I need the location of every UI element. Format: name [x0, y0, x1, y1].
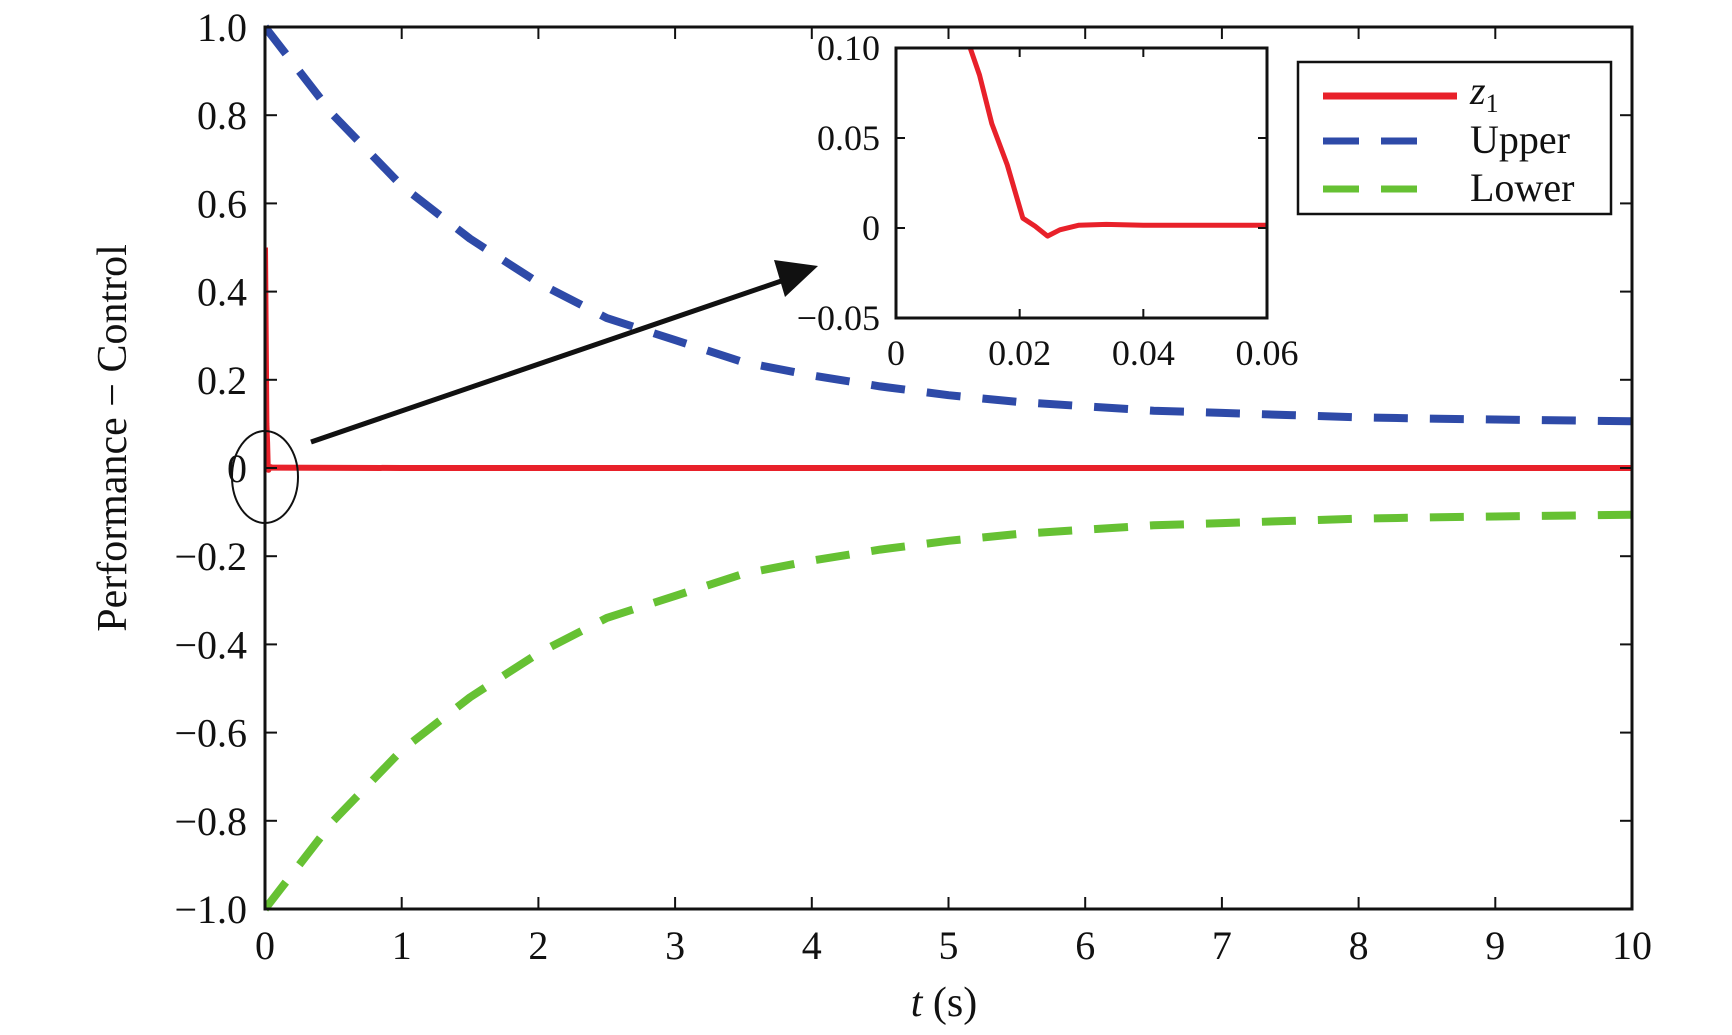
main-ticks-group: 0 1 2 3 4 5 6 7 8 9 10 1.0 0.8 0.6 0.4 0.2 0 −0.2 −0.4 −0.6…	[174, 5, 1652, 968]
legend-label-z1: z1	[1469, 68, 1499, 118]
series-line-upper	[265, 24, 1632, 426]
zoom-arrowhead	[774, 260, 818, 297]
y-tick-label: 0.6	[197, 181, 247, 226]
y-tick-label: −0.4	[174, 622, 247, 667]
x-tick-label: 3	[665, 923, 685, 968]
y-axis-title: Performance − Control	[90, 244, 136, 632]
x-tick-label: 0	[255, 923, 275, 968]
inset-series-line-z1	[967, 48, 1267, 239]
inset-y-tick-label: 0	[862, 208, 880, 248]
inset-x-tick-label: 0.04	[1112, 333, 1175, 373]
y-tick-label: 1.0	[197, 5, 247, 50]
inset-x-tick-label: 0.02	[988, 333, 1051, 373]
inset-x-tick-label: 0	[887, 333, 905, 373]
x-tick-label: 4	[802, 923, 822, 968]
zoom-arrow-shaft	[310, 275, 791, 445]
legend: z1 Upper Lower	[1296, 60, 1613, 216]
x-tick-label: 10	[1612, 923, 1652, 968]
x-axis-title-var: t	[911, 980, 924, 1026]
x-tick-label: 7	[1212, 923, 1232, 968]
x-tick-label: 5	[939, 923, 959, 968]
x-axis-title: t (s)	[911, 980, 978, 1026]
zoom-ellipse	[231, 430, 299, 524]
x-tick-label: 6	[1075, 923, 1095, 968]
x-tick-label: 9	[1485, 923, 1505, 968]
inset-y-tick-label: −0.05	[797, 298, 880, 338]
inset-y-tick-label: 0.10	[817, 28, 880, 68]
x-tick-label: 1	[392, 923, 412, 968]
y-tick-label: −0.6	[174, 711, 247, 756]
y-tick-label: 0.8	[197, 93, 247, 138]
y-tick-label: −1.0	[174, 887, 247, 932]
x-tick-label: 2	[528, 923, 548, 968]
x-tick-label: 8	[1349, 923, 1369, 968]
y-tick-label: 0.4	[197, 270, 247, 315]
legend-label-lower: Lower	[1470, 165, 1574, 210]
main-series-group	[265, 24, 1632, 912]
series-line-lower	[265, 510, 1632, 912]
inset-background	[896, 48, 1267, 318]
inset-border	[894, 46, 1269, 320]
y-tick-label: −0.2	[174, 534, 247, 579]
inset-plot: 0 0.02 0.04 0.060.100.050−0.05	[797, 28, 1299, 373]
y-tick-label: −0.8	[174, 799, 247, 844]
y-tick-label: 0.2	[197, 358, 247, 403]
legend-label-upper: Upper	[1470, 117, 1570, 162]
x-axis-title-unit: (s)	[922, 980, 977, 1026]
series-line-z1	[265, 247, 1632, 473]
inset-x-tick-label: 0.06	[1236, 333, 1299, 373]
inset-y-tick-label: 0.05	[817, 118, 880, 158]
